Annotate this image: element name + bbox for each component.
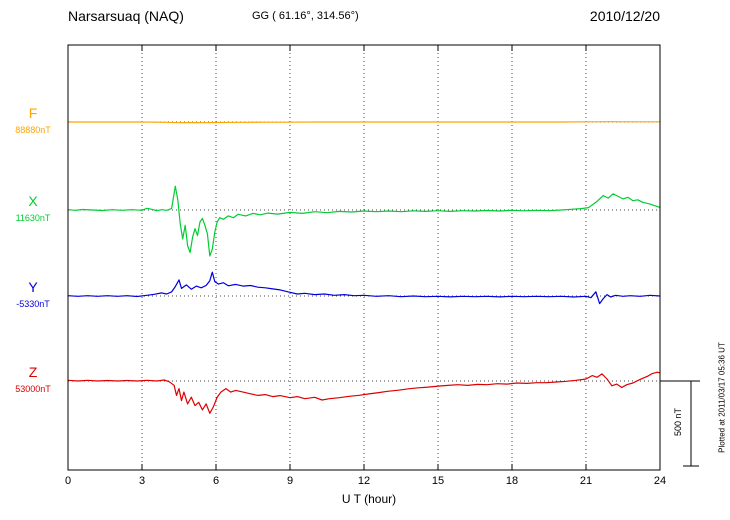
x-tick-label: 18 — [505, 475, 519, 487]
station-title: Narsarsuaq (NAQ) — [68, 8, 184, 24]
channel-label-x: X — [4, 194, 62, 208]
scale-bar — [660, 380, 700, 467]
plot-border — [67, 44, 661, 471]
channel-baseline-x: 11630nT — [4, 213, 62, 223]
x-tick-label: 0 — [64, 475, 72, 487]
channel-baseline-y: -5330nT — [4, 299, 62, 309]
channel-label-f: F — [4, 106, 62, 120]
channel-letter-f: F — [28, 105, 38, 121]
gridlines — [141, 45, 587, 470]
x-axis-label: U T (hour) — [341, 492, 397, 506]
plot-date: 2010/12/20 — [589, 8, 660, 24]
trace-f — [68, 121, 660, 124]
channel-baseline-value-y: -5330nT — [16, 299, 50, 309]
channel-letter-y: Y — [28, 279, 38, 295]
channel-baseline-value-z: 53000nT — [15, 384, 51, 394]
x-tick-label: 6 — [212, 475, 220, 487]
scale-bar-label: 500 nT — [673, 407, 683, 437]
channel-baseline-value-f: 88880nT — [15, 125, 51, 135]
trace-y — [67, 271, 661, 305]
plotted-at-note: Plotted at 2011/03/17 05:36 UT — [717, 342, 727, 453]
channel-label-z: Z — [4, 365, 62, 379]
channel-baseline-z: 53000nT — [4, 384, 62, 394]
channel-baseline-f: 88880nT — [4, 125, 62, 135]
magnetogram-traces — [67, 121, 661, 414]
x-tick-label: 24 — [653, 475, 667, 487]
geographic-coords: GG ( 61.16°, 314.56°) — [252, 10, 359, 22]
x-tick-label: 3 — [138, 475, 146, 487]
x-tick-label: 9 — [286, 475, 294, 487]
x-tick-label: 12 — [357, 475, 371, 487]
channel-label-y: Y — [4, 280, 62, 294]
x-tick-label: 15 — [431, 475, 445, 487]
trace-z — [67, 371, 661, 414]
channel-letter-z: Z — [28, 364, 38, 380]
channel-baseline-value-x: 11630nT — [15, 213, 51, 223]
trace-x — [67, 185, 661, 257]
x-tick-label: 21 — [579, 475, 593, 487]
baseline-dotted-lines — [68, 121, 660, 382]
channel-letter-x: X — [28, 193, 38, 209]
